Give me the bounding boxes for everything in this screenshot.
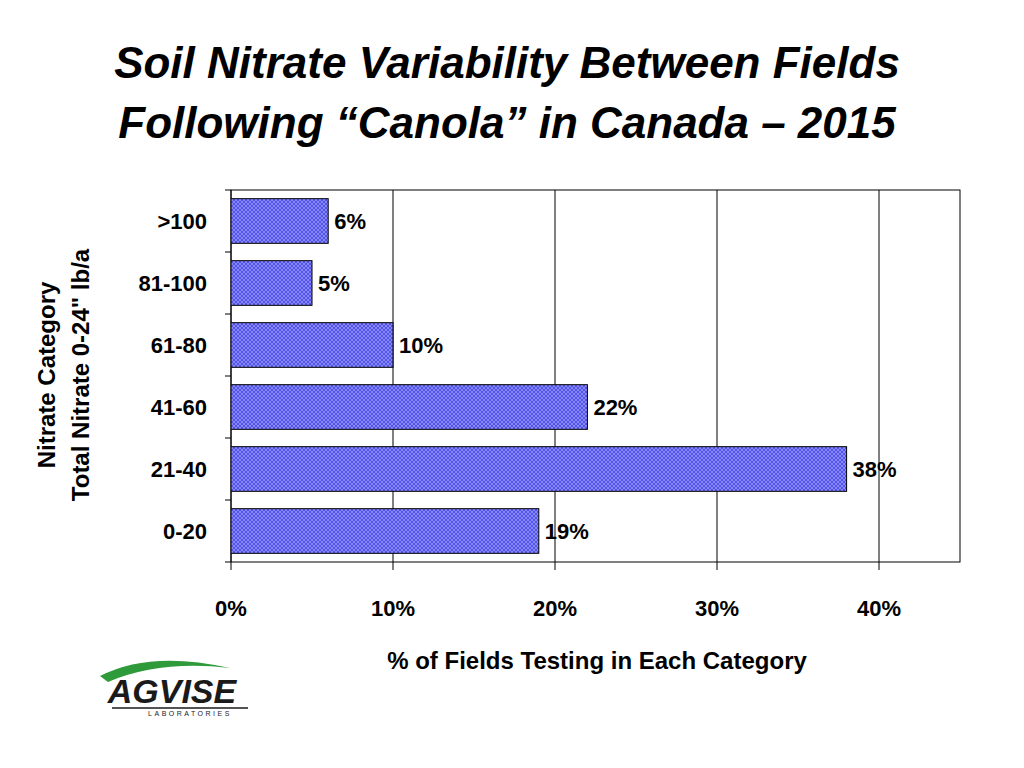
logo: AGVISELABORATORIES — [100, 661, 248, 717]
x-tick — [717, 562, 718, 570]
plot-frame — [231, 190, 960, 562]
y-tick — [225, 500, 231, 501]
category-label: >100 — [157, 209, 207, 234]
title-group: Soil Nitrate Variability Between Fields F… — [114, 38, 900, 147]
y-tick — [225, 314, 231, 315]
x-tick-label: 10% — [371, 596, 415, 621]
logo-rule — [112, 707, 248, 709]
x-tick — [393, 562, 394, 570]
x-tick-label: 0% — [215, 596, 247, 621]
title-line: Soil Nitrate Variability Between Fields — [114, 38, 900, 87]
category-label: 21-40 — [151, 457, 207, 482]
data-label: 38% — [853, 457, 897, 482]
y-tick — [225, 562, 231, 563]
grid-line — [879, 190, 880, 562]
x-tick — [879, 562, 880, 570]
grid-line — [717, 190, 718, 562]
x-axis: 0% 10% 20% 30% 40% — [215, 562, 901, 621]
bar — [231, 509, 539, 554]
y-axis: 0-20 21-40 41-60 61-80 81-100 >100 — [138, 190, 231, 562]
data-label: 19% — [545, 519, 589, 544]
x-tick-label: 30% — [695, 596, 739, 621]
bars — [231, 199, 847, 554]
data-label: 6% — [334, 209, 366, 234]
bar — [231, 261, 312, 306]
y-tick — [225, 438, 231, 439]
title-line: Following “Canola” in Canada – 2015 — [118, 98, 896, 147]
category-label: 61-80 — [151, 333, 207, 358]
y-tick — [225, 190, 231, 191]
data-labels: 19% 38% 22% 10% 5% 6% — [318, 209, 897, 544]
logo-subtext: LABORATORIES — [148, 710, 232, 717]
category-label: 81-100 — [138, 271, 207, 296]
logo-text: AGVISE — [107, 672, 238, 710]
x-tick — [555, 562, 556, 570]
y-axis-label: Nitrate Category — [33, 281, 60, 468]
bar — [231, 199, 328, 244]
x-tick-label: 40% — [857, 596, 901, 621]
grid — [231, 190, 879, 562]
data-label: 22% — [593, 395, 637, 420]
grid-line — [393, 190, 394, 562]
x-tick — [231, 562, 232, 570]
chart: Soil Nitrate Variability Between Fields F… — [0, 0, 1024, 768]
x-axis-label: % of Fields Testing in Each Category — [387, 647, 807, 674]
bar — [231, 385, 587, 430]
bar — [231, 447, 847, 492]
data-label: 5% — [318, 271, 350, 296]
y-axis-label: Total Nitrate 0-24" lb/a — [67, 248, 94, 501]
category-label: 41-60 — [151, 395, 207, 420]
y-tick — [225, 252, 231, 253]
title: Soil Nitrate Variability Between Fields F… — [114, 38, 900, 147]
data-label: 10% — [399, 333, 443, 358]
x-tick-label: 20% — [533, 596, 577, 621]
bar — [231, 323, 393, 368]
grid-line — [555, 190, 556, 562]
y-tick — [225, 376, 231, 377]
category-label: 0-20 — [163, 519, 207, 544]
